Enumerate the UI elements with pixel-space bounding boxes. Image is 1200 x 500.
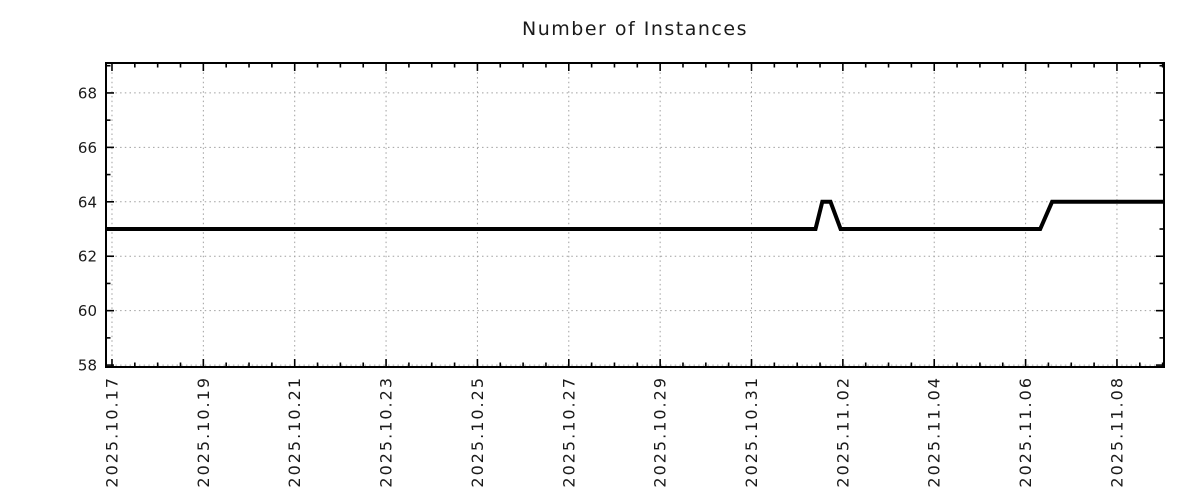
gridlines xyxy=(106,63,1164,367)
x-tick-label: 2025.10.29 xyxy=(651,376,670,488)
chart-title: Number of Instances xyxy=(522,18,748,40)
x-tick-label: 2025.11.04 xyxy=(925,376,944,488)
y-tick-label: 62 xyxy=(78,248,97,266)
series-line-instances xyxy=(106,199,1164,231)
x-tick-label: 2025.11.08 xyxy=(1107,376,1126,488)
y-tick-label: 64 xyxy=(78,193,97,211)
x-tick-label: 2025.10.21 xyxy=(285,376,304,488)
y-tick-label: 60 xyxy=(78,302,97,320)
y-tick-labels: 58 60 62 64 66 68 xyxy=(78,84,97,374)
y-tick-label: 66 xyxy=(78,139,97,157)
x-tick-label: 2025.10.19 xyxy=(194,376,213,488)
plot-border xyxy=(105,62,1165,368)
x-tick-label: 2025.11.06 xyxy=(1016,376,1035,488)
x-tick-label: 2025.10.17 xyxy=(102,376,121,488)
y-tick-label: 58 xyxy=(78,357,97,375)
x-tick-labels: 2025.10.17 2025.10.19 2025.10.21 2025.10.23… xyxy=(102,376,1126,488)
x-tick-label: 2025.10.25 xyxy=(468,376,487,488)
axis-ticks xyxy=(106,63,1164,367)
x-tick-label: 2025.10.31 xyxy=(742,376,761,488)
y-tick-label: 68 xyxy=(78,84,97,102)
x-tick-label: 2025.10.23 xyxy=(377,376,396,488)
x-tick-label: 2025.10.27 xyxy=(559,376,578,488)
x-tick-label: 2025.11.02 xyxy=(833,376,852,488)
